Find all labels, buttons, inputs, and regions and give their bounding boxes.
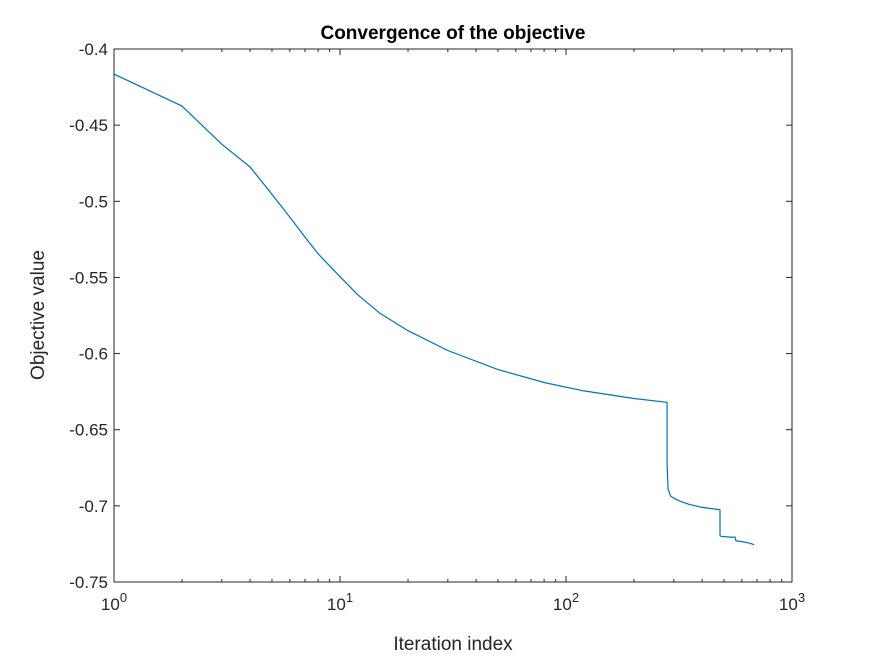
x-axis-label: Iteration index — [393, 634, 513, 655]
x-tick-label: 100 — [101, 590, 127, 614]
x-tick-exponent: 1 — [346, 590, 353, 605]
plot-area — [114, 49, 792, 582]
y-tick-label: -0.75 — [69, 573, 108, 592]
y-tick-label: -0.65 — [69, 421, 108, 440]
axes-box — [113, 48, 793, 583]
y-tick-label: -0.5 — [79, 192, 108, 211]
y-tick-label: -0.45 — [69, 116, 108, 135]
y-tick-label: -0.4 — [79, 40, 108, 59]
series-line — [113, 73, 755, 546]
series-layer — [113, 73, 755, 546]
y-tick-label: -0.6 — [79, 345, 108, 364]
x-tick-base: 10 — [779, 595, 798, 614]
x-tick-base: 10 — [327, 595, 346, 614]
y-axis-label: Objective value — [28, 250, 49, 380]
x-tick-label: 102 — [553, 590, 579, 614]
chart-title: Convergence of the objective — [320, 23, 585, 44]
y-tick-label: -0.7 — [79, 497, 108, 516]
x-tick-label: 101 — [327, 590, 353, 614]
x-tick-label: 103 — [779, 590, 805, 614]
x-tick-exponent: 0 — [120, 590, 127, 605]
x-tick-base: 10 — [101, 595, 120, 614]
x-tick-exponent: 2 — [572, 590, 579, 605]
y-tick-label: -0.55 — [69, 268, 108, 287]
x-tick-base: 10 — [553, 595, 572, 614]
x-tick-exponent: 3 — [798, 590, 805, 605]
